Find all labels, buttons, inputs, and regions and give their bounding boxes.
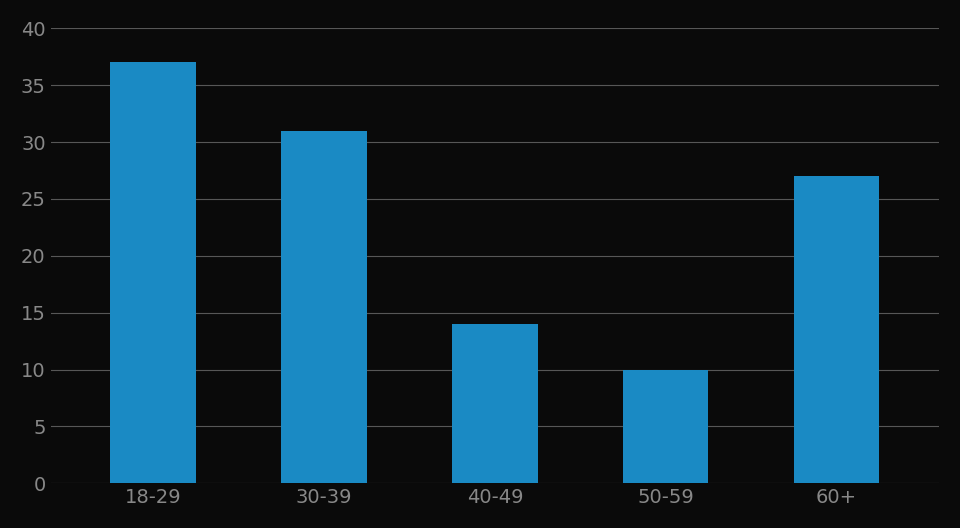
Bar (281, 131, 367, 483)
Bar (110, 62, 196, 483)
Bar (623, 370, 708, 483)
Bar (794, 176, 879, 483)
Bar (452, 324, 538, 483)
